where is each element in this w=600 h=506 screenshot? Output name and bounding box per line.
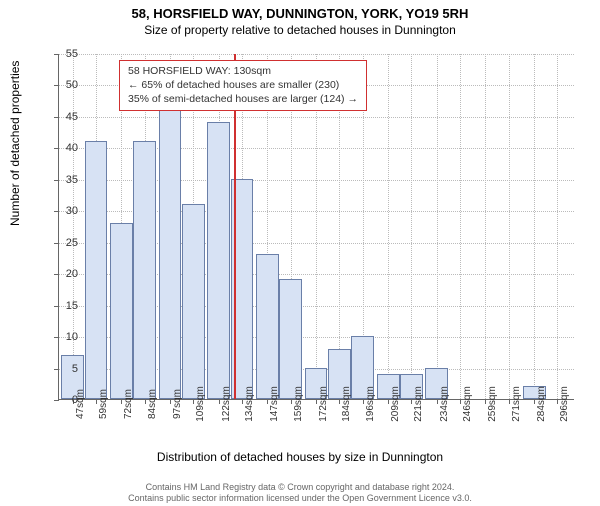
xtick-label: 97sqm: [172, 389, 183, 419]
xtick-mark: [291, 399, 292, 404]
gridline-v: [557, 54, 558, 399]
ytick-label: 5: [48, 363, 78, 375]
ytick-label: 0: [48, 394, 78, 406]
footer-line-2: Contains public sector information licen…: [0, 493, 600, 504]
ytick-label: 15: [48, 300, 78, 312]
footer-line-1: Contains HM Land Registry data © Crown c…: [0, 482, 600, 493]
ytick-label: 55: [48, 48, 78, 60]
info-line-1: 58 HORSFIELD WAY: 130sqm: [128, 64, 358, 78]
histogram-bar: [133, 141, 156, 399]
xtick-label: 284sqm: [536, 386, 547, 422]
xtick-mark: [145, 399, 146, 404]
ytick-label: 25: [48, 237, 78, 249]
gridline-v: [509, 54, 510, 399]
xtick-mark: [219, 399, 220, 404]
xtick-label: 296sqm: [559, 386, 570, 422]
gridline-v: [485, 54, 486, 399]
histogram-bar: [85, 141, 108, 399]
title-main: 58, HORSFIELD WAY, DUNNINGTON, YORK, YO1…: [0, 6, 600, 21]
plot-region: 58 HORSFIELD WAY: 130sqm ← 65% of detach…: [58, 54, 574, 400]
ytick-label: 20: [48, 268, 78, 280]
xtick-mark: [170, 399, 171, 404]
chart-container: 58, HORSFIELD WAY, DUNNINGTON, YORK, YO1…: [0, 6, 600, 506]
gridline-v: [460, 54, 461, 399]
xtick-label: 196sqm: [365, 386, 376, 422]
xtick-label: 209sqm: [390, 386, 401, 422]
xtick-label: 259sqm: [487, 386, 498, 422]
ytick-label: 10: [48, 331, 78, 343]
x-axis-label: Distribution of detached houses by size …: [0, 450, 600, 464]
gridline-v: [388, 54, 389, 399]
footer: Contains HM Land Registry data © Crown c…: [0, 482, 600, 505]
ytick-label: 50: [48, 79, 78, 91]
xtick-label: 59sqm: [98, 389, 109, 419]
histogram-bar: [207, 122, 230, 399]
ytick-label: 35: [48, 174, 78, 186]
xtick-mark: [388, 399, 389, 404]
ytick-label: 45: [48, 111, 78, 123]
xtick-mark: [534, 399, 535, 404]
info-line-2: ← 65% of detached houses are smaller (23…: [128, 78, 358, 92]
xtick-label: 172sqm: [318, 386, 329, 422]
gridline-v: [437, 54, 438, 399]
title-sub: Size of property relative to detached ho…: [0, 23, 600, 37]
xtick-label: 271sqm: [511, 386, 522, 422]
xtick-mark: [316, 399, 317, 404]
xtick-label: 159sqm: [293, 386, 304, 422]
xtick-mark: [96, 399, 97, 404]
gridline-v: [73, 54, 74, 399]
xtick-label: 122sqm: [221, 386, 232, 422]
xtick-mark: [363, 399, 364, 404]
histogram-bar: [182, 204, 205, 399]
xtick-label: 109sqm: [195, 386, 206, 422]
histogram-bar: [279, 279, 302, 399]
xtick-mark: [437, 399, 438, 404]
y-axis-label: Number of detached properties: [8, 61, 22, 226]
gridline-v: [534, 54, 535, 399]
histogram-bar: [159, 110, 182, 399]
xtick-label: 134sqm: [244, 386, 255, 422]
chart-area: 58 HORSFIELD WAY: 130sqm ← 65% of detach…: [58, 54, 574, 434]
xtick-label: 147sqm: [269, 386, 280, 422]
xtick-mark: [460, 399, 461, 404]
xtick-label: 72sqm: [123, 389, 134, 419]
ytick-label: 30: [48, 205, 78, 217]
xtick-mark: [509, 399, 510, 404]
xtick-label: 246sqm: [462, 386, 473, 422]
xtick-mark: [242, 399, 243, 404]
xtick-label: 184sqm: [341, 386, 352, 422]
histogram-bar: [110, 223, 133, 399]
ytick-label: 40: [48, 142, 78, 154]
histogram-bar: [256, 254, 279, 399]
info-box: 58 HORSFIELD WAY: 130sqm ← 65% of detach…: [119, 60, 367, 111]
gridline-v: [411, 54, 412, 399]
xtick-label: 221sqm: [413, 386, 424, 422]
xtick-label: 234sqm: [439, 386, 450, 422]
info-line-3: 35% of semi-detached houses are larger (…: [128, 92, 358, 106]
xtick-label: 84sqm: [147, 389, 158, 419]
